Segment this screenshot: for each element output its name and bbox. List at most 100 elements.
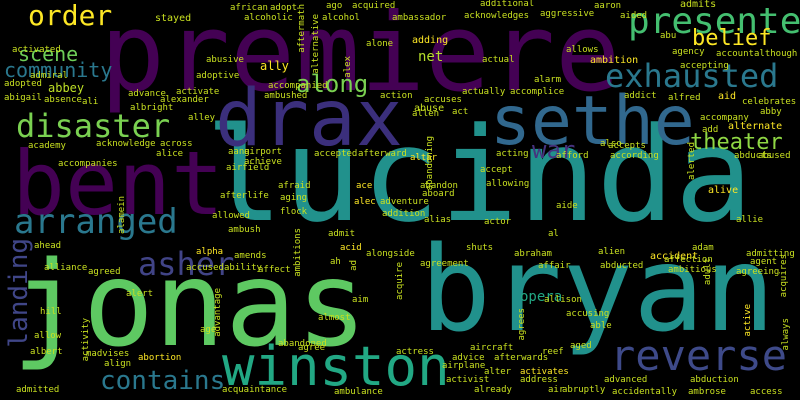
word-ahead: ahead (34, 241, 62, 251)
word-ambassador: ambassador (392, 13, 447, 23)
word-almost: almost (318, 313, 351, 323)
word-presented: presented (628, 1, 800, 42)
word-ally: ally (260, 59, 289, 73)
word-allen: allen (412, 109, 440, 119)
word-admitted: admitted (16, 385, 60, 395)
word-acquires: acquires (779, 254, 789, 298)
word-alert: alert (126, 289, 154, 299)
word-advice: advice (452, 353, 485, 363)
word-alley: alley (188, 113, 216, 123)
word-opera: opera (520, 289, 563, 305)
word-alex: alex (343, 56, 353, 78)
word-adopt: adopt (270, 3, 298, 13)
word-hill: hill (40, 307, 62, 317)
word-although: although (754, 49, 798, 59)
word-adoptive: adoptive (196, 71, 240, 81)
word-alien: alien (598, 247, 626, 257)
word-aged: aged (570, 341, 592, 351)
word-acid: acid (340, 243, 362, 253)
word-advantage: advantage (213, 288, 223, 337)
word-ability: ability (224, 263, 262, 273)
word-aang: aang (228, 147, 250, 157)
word-achieve: achieve (244, 157, 282, 167)
word-affair: affair (538, 261, 571, 271)
word-advanced: advanced (604, 375, 648, 385)
word-additional: additional (480, 0, 535, 9)
word-war: war (532, 136, 576, 164)
word-albert: albert (30, 347, 63, 357)
word-address: address (520, 375, 558, 385)
word-also: also (600, 139, 622, 149)
word-aftermath: aftermath (297, 4, 307, 53)
word-accepting: accepting (680, 61, 729, 71)
word-acknowledges: acknowledges (464, 11, 530, 21)
word-aaron: aaron (594, 1, 622, 11)
word-alliance: alliance (44, 263, 88, 273)
word-bent: bent (12, 132, 224, 235)
word-accompany: accompany (700, 113, 749, 123)
word-alter: alter (484, 367, 512, 377)
word-allison: allison (544, 295, 582, 305)
word-actual: actual (482, 55, 515, 65)
word-actor: actor (484, 217, 512, 227)
word-aided: aided (620, 11, 648, 21)
word-ambushed: ambushed (264, 91, 308, 101)
word-asher: asher (138, 245, 235, 283)
word-aide: aide (556, 201, 578, 211)
word-acquire: acquire (395, 262, 405, 300)
word-madvises: madvises (86, 349, 130, 359)
word-abigail: abigail (4, 93, 42, 103)
word-accidentally: accidentally (612, 387, 678, 397)
word-academy: academy (28, 141, 66, 151)
word-able: able (590, 321, 612, 331)
word-allow: allow (34, 331, 62, 341)
word-sethe: sethe (490, 82, 695, 161)
word-ambulance: ambulance (334, 387, 383, 397)
word-accused: accused (186, 263, 224, 273)
word-act: act (452, 107, 469, 117)
word-actress: actress (396, 347, 434, 357)
word-stayed: stayed (155, 13, 192, 24)
word-premiere: premiere (100, 0, 621, 116)
word-winston: winston (222, 335, 450, 398)
word-lucinda: lucinda (205, 99, 753, 251)
word-allowing: allowing (486, 179, 530, 189)
word-ace: ace (356, 181, 373, 191)
word-adult: adult (703, 258, 713, 286)
word-acknowledge: acknowledge (96, 139, 156, 149)
word-alerted: alerted (687, 142, 697, 180)
word-exhausted: exhausted (605, 57, 779, 95)
word-already: already (474, 385, 512, 395)
word-align: align (104, 359, 132, 369)
word-accompanies: accompanies (58, 159, 118, 169)
word-afterward: afterward (358, 149, 407, 159)
word-aircraft: aircraft (470, 343, 514, 353)
word-affect: affect (258, 265, 291, 275)
word-airplane: airplane (442, 361, 486, 371)
word-abducts: abducts (734, 151, 772, 161)
word-abbey: abbey (48, 81, 85, 95)
word-age: age (200, 325, 217, 335)
word-ago: ago (326, 1, 343, 11)
word-abandoning: abandoning (425, 136, 435, 191)
word-celebrates: celebrates (742, 97, 797, 107)
word-adding: adding (412, 35, 449, 46)
word-landing: landing (4, 238, 34, 348)
word-abandon: abandon (420, 181, 458, 191)
word-account: account (716, 49, 754, 59)
word-afford: afford (556, 151, 589, 161)
word-admitting: admitting (746, 249, 795, 259)
word-al: al (548, 229, 559, 239)
word-adam: adam (692, 243, 714, 253)
word-allowed: allowed (212, 211, 250, 221)
word-aid: aid (718, 91, 737, 102)
word-abusive: abusive (206, 55, 244, 65)
word-abuse: abuse (414, 103, 445, 114)
word-advance: advance (128, 89, 166, 99)
word-belief: belief (692, 26, 772, 51)
word-ambush: ambush (228, 225, 261, 235)
word-african: african (230, 3, 268, 13)
word-ambition: ambition (590, 55, 639, 66)
word-theater: theater (690, 130, 783, 155)
word-albright: albright (130, 103, 174, 113)
